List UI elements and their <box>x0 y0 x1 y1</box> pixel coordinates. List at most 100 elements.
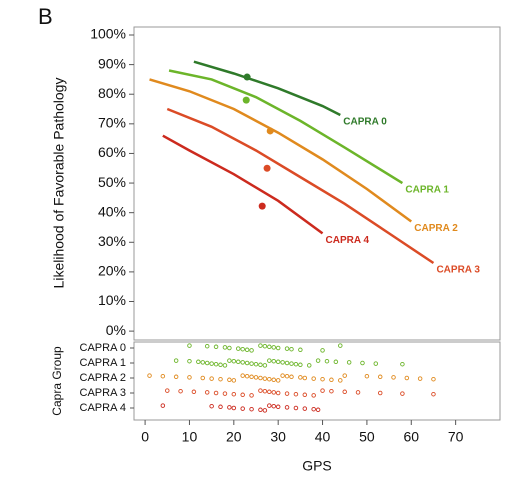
strip-point <box>262 343 268 349</box>
observed-point <box>242 96 250 104</box>
x-tick-label: 30 <box>270 429 286 445</box>
strip-point <box>267 358 272 363</box>
strip-point <box>231 391 237 397</box>
strip-point <box>320 348 325 353</box>
y-tick-label: 80% <box>98 85 126 101</box>
y-tick-label: 70% <box>98 115 126 131</box>
strip-point <box>213 361 219 367</box>
strip-point <box>262 408 268 413</box>
strip-point <box>147 373 152 378</box>
y-tick-label: 60% <box>98 144 126 160</box>
strip-point <box>218 404 223 410</box>
strip-point <box>311 376 316 381</box>
y-tick-label: 50% <box>98 174 126 190</box>
strip-point <box>377 374 383 380</box>
x-tick-label: 40 <box>315 429 331 445</box>
y-tick-label: 10% <box>98 292 126 308</box>
x-axis-title: GPS <box>302 458 332 474</box>
x-tick-label: 0 <box>141 429 149 445</box>
strip-point <box>298 347 303 353</box>
strip-point <box>165 388 170 393</box>
strip-point <box>293 361 299 367</box>
y-tick-label: CAPRA 2 <box>80 372 126 384</box>
strip-point <box>187 358 192 364</box>
strip-point <box>244 373 250 379</box>
observed-point <box>263 164 271 172</box>
observed-point <box>243 73 251 81</box>
strip-point <box>187 343 192 348</box>
strip-point <box>240 392 245 398</box>
strip-point <box>178 388 183 394</box>
strip-point <box>342 389 347 395</box>
strip-point <box>200 375 206 381</box>
strip-point <box>249 374 254 380</box>
y-tick-label: 30% <box>98 233 126 249</box>
strip-point <box>227 345 232 351</box>
strip-point <box>289 346 294 352</box>
y-tick-label: CAPRA 1 <box>80 357 126 369</box>
strip-point <box>240 406 245 411</box>
strip-point <box>218 362 223 368</box>
strip-point <box>222 391 228 396</box>
strip-point <box>400 391 405 396</box>
strip-point <box>360 360 365 366</box>
strip-point <box>227 405 232 410</box>
strip-point <box>160 373 166 379</box>
strip-point <box>302 406 308 411</box>
strip-point <box>320 388 325 393</box>
strip-point <box>222 363 228 368</box>
strip-point <box>346 360 352 365</box>
strip-point <box>311 393 316 398</box>
strip-point <box>417 376 423 381</box>
legend-label: CAPRA 1 <box>405 185 449 196</box>
strip-point <box>240 346 245 352</box>
strip-point <box>338 343 343 348</box>
x-tick-label: 60 <box>403 429 419 445</box>
legend-label: CAPRA 3 <box>436 265 480 276</box>
strip-point <box>222 345 228 350</box>
strip-point <box>231 378 237 383</box>
strip-point <box>315 407 321 413</box>
strip-point <box>333 359 339 365</box>
strip-point <box>240 360 245 365</box>
strip-point <box>284 360 290 366</box>
strip-point <box>258 388 263 393</box>
strip-point <box>262 363 268 368</box>
strip-point <box>275 359 281 365</box>
strip-point <box>227 377 232 383</box>
strip-point <box>431 376 436 382</box>
strip-point <box>231 405 237 411</box>
strip-point <box>275 404 281 410</box>
strip-point <box>298 375 303 380</box>
strip-point <box>200 360 206 365</box>
bottom-panel-frame <box>133 341 501 421</box>
strip-point <box>204 390 210 395</box>
strip-point <box>373 361 379 366</box>
panel-label: B <box>38 4 53 29</box>
strip-point <box>293 405 299 411</box>
strip-point <box>240 373 245 378</box>
strip-point <box>218 376 223 382</box>
strip-point <box>280 373 285 378</box>
strip-point <box>209 361 214 366</box>
strip-point <box>271 345 276 350</box>
strip-point <box>431 391 436 397</box>
strip-point <box>400 361 405 367</box>
strip-point <box>173 374 179 380</box>
y-tick-label: 40% <box>98 203 126 219</box>
strip-point <box>271 390 276 395</box>
x-tick-label: 50 <box>359 429 375 445</box>
strip-point <box>227 358 232 363</box>
strip-point <box>342 373 347 378</box>
curve <box>166 107 435 265</box>
strip-point <box>236 346 241 351</box>
strip-point <box>258 375 263 381</box>
strip-point <box>377 390 383 396</box>
curve <box>149 78 413 223</box>
strip-point <box>329 377 334 383</box>
strip-point <box>289 374 294 380</box>
strip-point <box>267 389 272 395</box>
strip-point <box>258 407 263 413</box>
y-tick-label: 90% <box>98 55 126 71</box>
